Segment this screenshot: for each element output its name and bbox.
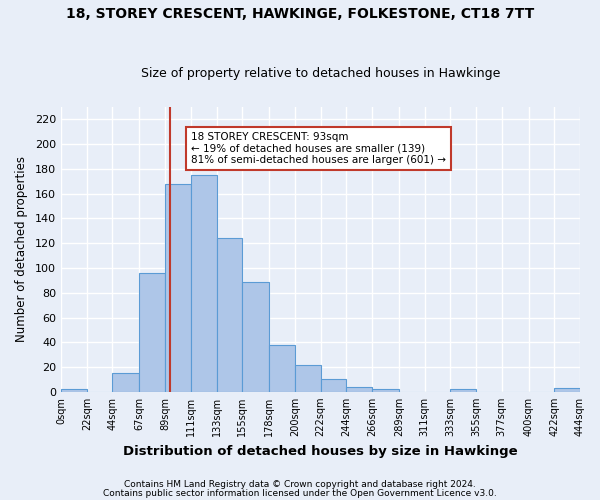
Bar: [554, 388, 580, 392]
Bar: [61, 390, 87, 392]
Bar: [242, 282, 269, 392]
Text: Contains HM Land Registry data © Crown copyright and database right 2024.: Contains HM Land Registry data © Crown c…: [124, 480, 476, 489]
Bar: [217, 238, 242, 392]
Bar: [372, 390, 399, 392]
Text: 18 STOREY CRESCENT: 93sqm
← 19% of detached houses are smaller (139)
81% of semi: 18 STOREY CRESCENT: 93sqm ← 19% of detac…: [191, 132, 446, 165]
Bar: [346, 387, 372, 392]
Bar: [165, 184, 191, 392]
Bar: [191, 175, 217, 392]
Text: 18, STOREY CRESCENT, HAWKINGE, FOLKESTONE, CT18 7TT: 18, STOREY CRESCENT, HAWKINGE, FOLKESTON…: [66, 8, 534, 22]
Bar: [112, 373, 139, 392]
Bar: [139, 273, 165, 392]
Bar: [450, 390, 476, 392]
Bar: [320, 380, 346, 392]
Bar: [295, 364, 320, 392]
Y-axis label: Number of detached properties: Number of detached properties: [15, 156, 28, 342]
Bar: [269, 345, 295, 392]
Text: Contains public sector information licensed under the Open Government Licence v3: Contains public sector information licen…: [103, 488, 497, 498]
X-axis label: Distribution of detached houses by size in Hawkinge: Distribution of detached houses by size …: [123, 444, 518, 458]
Title: Size of property relative to detached houses in Hawkinge: Size of property relative to detached ho…: [141, 66, 500, 80]
